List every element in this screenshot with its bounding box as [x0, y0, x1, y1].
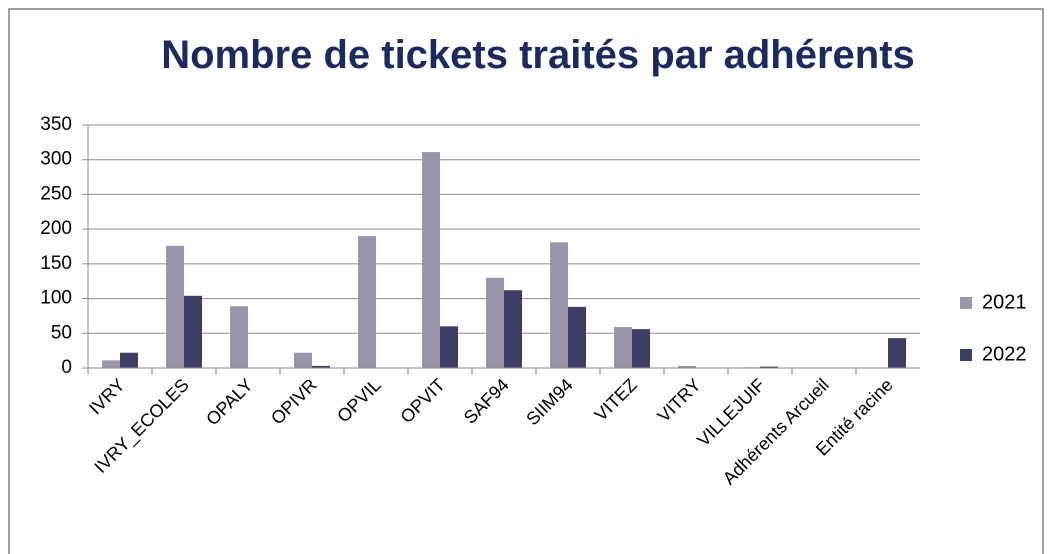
- bar: [550, 242, 568, 368]
- bar: [888, 338, 906, 368]
- y-tick-label: 200: [40, 218, 72, 239]
- y-tick-label: 150: [40, 253, 72, 274]
- chart-border: [8, 8, 1044, 554]
- y-tick-label: 350: [40, 114, 72, 135]
- bar: [120, 352, 138, 368]
- bar: [678, 365, 696, 368]
- legend-swatch: [960, 297, 972, 309]
- chart-title: Nombre de tickets traités par adhérents: [161, 33, 915, 77]
- bar: [102, 360, 120, 368]
- bar: [760, 366, 778, 368]
- y-tick-label: 0: [61, 357, 72, 378]
- bar: [358, 236, 376, 368]
- y-tick-label: 50: [51, 322, 72, 343]
- bar: [568, 306, 586, 368]
- bar: [504, 290, 522, 368]
- y-tick-label: 250: [40, 183, 72, 204]
- legend-label: 2022: [982, 343, 1027, 365]
- bar: [422, 152, 440, 368]
- bar: [440, 326, 458, 368]
- bar: [614, 327, 632, 368]
- bar: [486, 277, 504, 368]
- y-tick-label: 100: [40, 288, 72, 309]
- bar: [230, 306, 248, 368]
- bar: [166, 245, 184, 368]
- y-tick-label: 300: [40, 149, 72, 170]
- bar: [312, 365, 330, 368]
- legend-label: 2021: [982, 291, 1027, 313]
- bar: [184, 295, 202, 368]
- bar: [294, 352, 312, 368]
- bar: [632, 329, 650, 368]
- legend-swatch: [960, 349, 972, 361]
